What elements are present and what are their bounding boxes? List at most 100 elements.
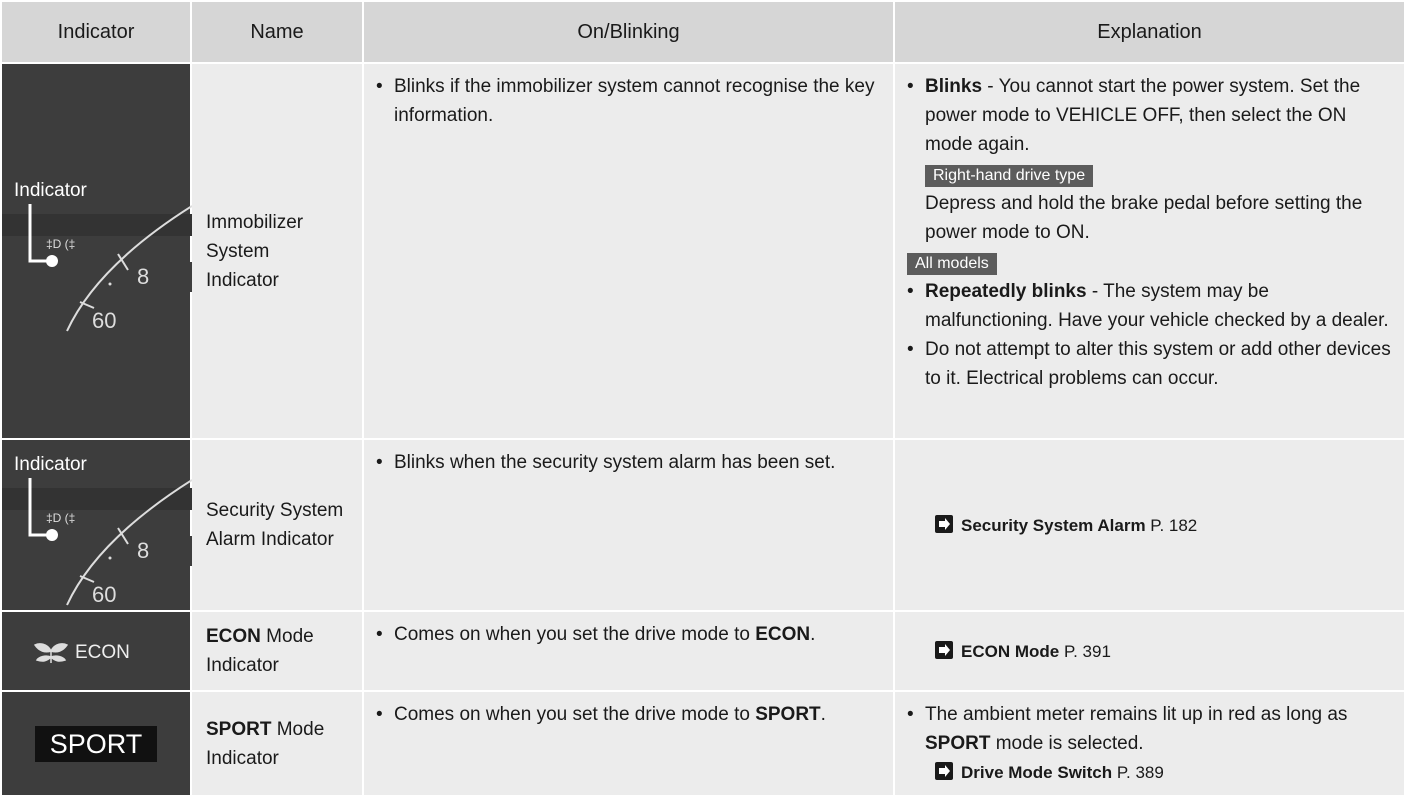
icon-arrow — [939, 517, 950, 530]
name-cell: Security System Alarm Indicator — [190, 438, 364, 612]
name-cell: SPORT Mode Indicator — [190, 690, 364, 797]
tag: Right-hand drive type — [925, 165, 1094, 187]
header-cell: Indicator — [0, 0, 192, 64]
gauge-number: 60 — [92, 582, 116, 607]
gauge-arc — [66, 479, 192, 606]
bullet: Blinks if the immobilizer system cannot … — [376, 72, 879, 130]
header-row: Indicator Name On/Blinking Explanation — [0, 0, 1404, 64]
text: . — [810, 624, 816, 645]
sport-box — [35, 725, 157, 762]
bold-text: ECON — [206, 626, 261, 647]
sport-label: SPORT — [50, 729, 143, 759]
text: All models — [915, 255, 989, 272]
reference: Security System Alarm P. 182 — [907, 511, 1394, 540]
text: . — [820, 704, 826, 725]
icon-arrow — [939, 643, 950, 656]
header-cell: On/Blinking — [362, 0, 895, 64]
icon-arrow — [939, 765, 950, 777]
explanation-cell: ECON Mode P. 391 — [893, 610, 1404, 692]
text: Security System Alarm Indicator — [206, 500, 344, 550]
gauge-image: Indicator‡D (‡8060 — [2, 180, 192, 333]
name-cell: ECON Mode Indicator — [190, 610, 364, 692]
bold-text: Security System Alarm — [961, 515, 1146, 535]
on-blinking-cell: Blinks when the security system alarm ha… — [362, 438, 895, 612]
bullet: Comes on when you set the drive mode to … — [376, 700, 879, 729]
ref-arrow-icon — [935, 514, 953, 533]
leader-line — [28, 204, 48, 263]
reference: ECON Mode P. 391 — [907, 637, 1394, 666]
text: P. 391 — [1059, 641, 1111, 661]
on-blinking-cell: Comes on when you set the drive mode to … — [362, 610, 895, 692]
indicator-cell: SPORT — [0, 690, 192, 797]
econ-image: ECON — [33, 642, 130, 663]
gauge-clip-edge — [152, 262, 192, 292]
indicator-cell: Indicator‡D (‡8060 — [0, 438, 192, 612]
text: P. 182 — [1145, 515, 1198, 535]
indicator-dot — [46, 255, 58, 267]
text: Comes on when you set the drive mode to — [394, 624, 756, 645]
tag: All models — [907, 253, 997, 275]
gauge-number: 60 — [92, 308, 116, 333]
text: Right-hand drive type — [933, 167, 1086, 184]
on-blinking-cell: Blinks if the immobilizer system cannot … — [362, 62, 895, 440]
text: Depress and hold the brake pedal before … — [925, 193, 1363, 243]
text: - You cannot start the power system. Set… — [925, 76, 1361, 155]
table-body: Indicator‡D (‡8060Immobilizer System Ind… — [0, 62, 1404, 797]
bold-text: ECON — [755, 624, 811, 645]
bullet: Repeatedly blinks - The system may be ma… — [907, 277, 1394, 335]
lamp-icons: ‡D (‡ — [46, 237, 75, 251]
bold-text: SPORT — [206, 718, 272, 740]
leader-line — [28, 478, 48, 537]
explanation-cell: The ambient meter remains lit up in red … — [893, 690, 1404, 797]
para: Depress and hold the brake pedal before … — [907, 189, 1394, 247]
bold-text: Drive Mode Switch — [961, 763, 1113, 782]
text: Do not attempt to alter this system or a… — [925, 339, 1391, 389]
gauge-clip-edge — [152, 536, 192, 566]
sport-image: SPORT — [35, 725, 157, 762]
name-cell: Immobilizer System Indicator — [190, 62, 364, 440]
gauge-band — [2, 214, 192, 236]
gauge-tick — [117, 253, 129, 271]
gauge-dot — [108, 556, 112, 560]
bullet: Comes on when you set the drive mode to … — [376, 620, 879, 649]
tag-line: All models — [907, 247, 1394, 277]
bullet: The ambient meter remains lit up in red … — [907, 700, 1394, 758]
text: Comes on when you set the drive mode to — [394, 704, 756, 725]
table-row: Indicator‡D (‡8060Immobilizer System Ind… — [0, 62, 1404, 440]
lamp-icons: ‡D (‡ — [46, 511, 75, 525]
text: The ambient meter remains lit up in red … — [925, 704, 1348, 725]
gauge-tick — [117, 527, 129, 545]
gauge-label: Indicator — [14, 180, 88, 201]
on-blinking-cell: Comes on when you set the drive mode to … — [362, 690, 895, 797]
indicator-cell: ECON — [0, 610, 192, 692]
indicator-dot — [46, 529, 58, 541]
tag-line: Right-hand drive type — [907, 159, 1394, 189]
text: mode is selected. — [990, 733, 1144, 754]
gauge-arc — [66, 205, 192, 332]
reference: Drive Mode Switch P. 389 — [907, 758, 1394, 787]
bold-text: Blinks — [925, 76, 983, 97]
ref-arrow-icon — [935, 762, 953, 780]
bold-text: ECON Mode — [961, 641, 1060, 661]
bullet: Blinks when the security system alarm ha… — [376, 448, 879, 477]
bullet: Blinks - You cannot start the power syst… — [907, 72, 1394, 159]
text: Mode Indicator — [206, 718, 325, 769]
leaf-icon — [33, 643, 69, 663]
gauge-image: Indicator‡D (‡8060 — [2, 454, 192, 607]
bold-text: SPORT — [925, 733, 991, 754]
explanation-cell: Security System Alarm P. 182 — [893, 438, 1404, 612]
text: Blinks if the immobilizer system cannot … — [394, 76, 875, 126]
text: Mode Indicator — [206, 626, 314, 676]
gauge-label: Indicator — [14, 454, 88, 475]
gauge-tick — [79, 575, 95, 583]
gauge-tick — [79, 301, 95, 309]
ref-arrow-icon — [935, 640, 953, 659]
explanation-cell: Blinks - You cannot start the power syst… — [893, 62, 1404, 440]
text: Blinks when the security system alarm ha… — [394, 452, 836, 473]
econ-label: ECON — [75, 642, 130, 663]
gauge-band — [2, 488, 192, 510]
